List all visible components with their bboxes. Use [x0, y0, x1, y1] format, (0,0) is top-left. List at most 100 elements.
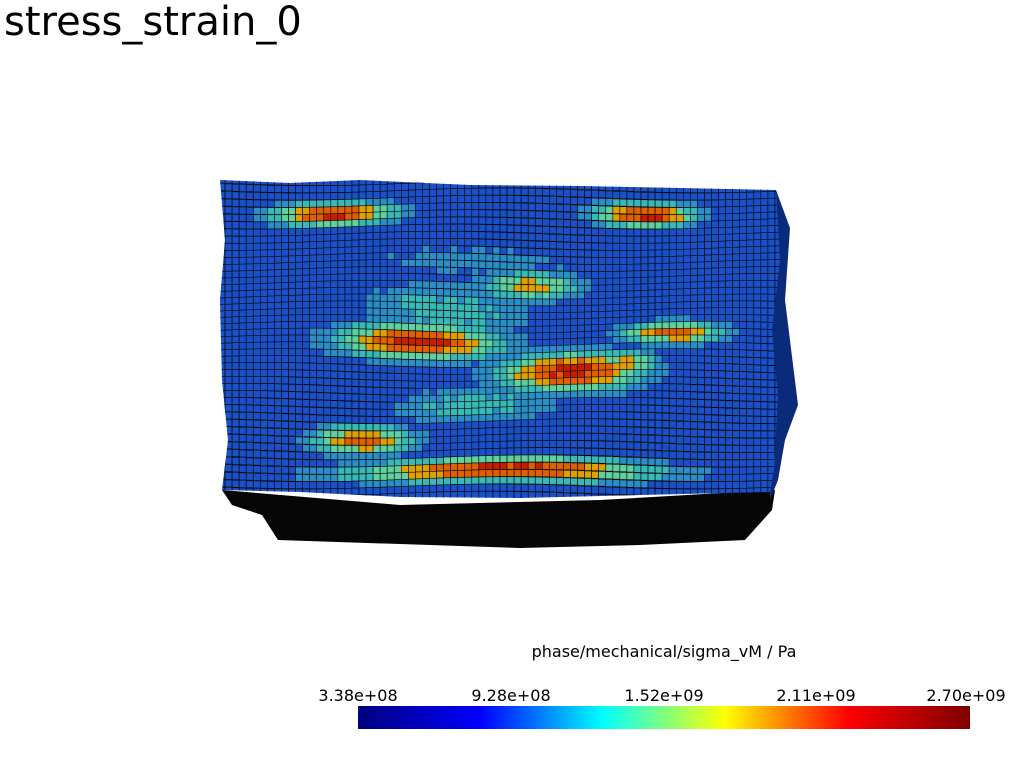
mesh-cell	[612, 323, 621, 332]
mesh-cell	[492, 332, 501, 341]
mesh-cell	[492, 406, 501, 415]
mesh-cell	[316, 280, 325, 289]
mesh-cell	[302, 287, 310, 296]
mesh-cell	[365, 336, 374, 344]
mesh-cell	[386, 430, 395, 439]
mesh-cell	[499, 373, 508, 381]
mesh-cell	[753, 307, 762, 316]
mesh-cell	[577, 331, 585, 339]
mesh-cell	[288, 348, 296, 357]
mesh-cell	[393, 366, 402, 374]
mesh-cell	[344, 356, 353, 365]
mesh-cell	[220, 479, 226, 488]
mesh-cell	[330, 273, 339, 282]
mesh-cell	[570, 477, 578, 486]
mesh-cell	[259, 296, 268, 304]
mesh-cell	[584, 404, 592, 412]
mesh-cell	[541, 405, 550, 413]
mesh-cell	[640, 322, 649, 331]
mesh-cell	[231, 355, 240, 364]
mesh-cell	[457, 325, 466, 333]
mesh-cell	[386, 287, 395, 295]
mesh-cell	[584, 331, 592, 339]
mesh-cell	[309, 274, 317, 283]
mesh-cell	[690, 362, 698, 371]
mesh-cell	[408, 180, 416, 184]
mesh-cell	[527, 433, 536, 441]
mesh-cell	[386, 308, 395, 316]
mesh-cell	[379, 493, 388, 498]
mesh-cell	[330, 342, 339, 350]
mesh-cell	[506, 312, 515, 320]
mesh-cell	[231, 250, 240, 258]
mesh-cell	[591, 478, 600, 487]
mesh-cell	[386, 437, 395, 446]
mesh-cell	[739, 423, 748, 431]
mesh-cell	[478, 325, 487, 334]
mesh-cell	[704, 234, 712, 243]
mesh-cell	[372, 466, 381, 474]
mesh-cell	[732, 452, 741, 461]
mesh-cell	[443, 442, 451, 451]
mesh-cell	[640, 362, 649, 370]
mesh-cell	[330, 227, 339, 235]
mesh-cell	[309, 180, 317, 186]
mesh-cell	[654, 321, 663, 330]
mesh-cell	[224, 376, 233, 384]
mesh-cell	[753, 191, 762, 200]
mesh-cell	[365, 300, 374, 309]
mesh-cell	[492, 217, 501, 225]
mesh-cell	[767, 232, 776, 240]
mesh-cell	[767, 238, 776, 247]
mesh-cell	[675, 249, 684, 257]
mesh-cell	[238, 397, 247, 405]
mesh-cell	[584, 235, 592, 243]
mesh-cell	[224, 383, 233, 391]
mesh-cell	[337, 459, 346, 468]
mesh-cell	[527, 305, 536, 314]
mesh-cell	[556, 241, 564, 250]
mesh-cell	[506, 413, 515, 421]
mesh-cell	[316, 206, 325, 215]
mesh-cell	[513, 276, 522, 285]
mesh-cell	[527, 233, 536, 241]
mesh-cell	[725, 213, 733, 221]
mesh-cell	[732, 233, 741, 242]
mesh-cell	[415, 366, 423, 375]
mesh-cell	[365, 473, 374, 482]
mesh-cell	[457, 353, 466, 361]
mesh-cell	[506, 366, 515, 375]
mesh-cell	[668, 185, 677, 193]
mesh-cell	[337, 437, 346, 446]
mesh-cell	[668, 199, 677, 208]
mesh-cell	[337, 356, 346, 365]
mesh-cell	[274, 405, 282, 414]
mesh-cell	[633, 290, 642, 298]
mesh-cell	[541, 270, 550, 279]
mesh-cell	[457, 477, 466, 485]
mesh-cell	[605, 349, 614, 358]
mesh-cell	[245, 276, 254, 285]
mesh-cell	[534, 248, 543, 256]
mesh-cell	[527, 345, 536, 354]
mesh-cell	[450, 470, 458, 478]
mesh-cell	[534, 339, 543, 347]
mesh-cell	[746, 386, 755, 395]
mesh-cell	[697, 391, 705, 400]
mesh-cell	[774, 180, 780, 185]
mesh-cell	[323, 260, 332, 269]
mesh-cell	[379, 293, 388, 302]
mesh-cell	[274, 242, 282, 251]
mesh-cell	[640, 184, 649, 193]
mesh-cell	[415, 294, 423, 303]
mesh-cell	[337, 213, 346, 221]
mesh-cell	[513, 210, 522, 218]
mesh-cell	[220, 362, 226, 371]
mesh-cell	[281, 321, 289, 330]
mesh-cell	[220, 336, 226, 345]
mesh-cell	[556, 345, 564, 353]
mesh-cell	[520, 247, 529, 256]
mesh-cell	[393, 280, 402, 288]
mesh-cell	[746, 335, 755, 344]
